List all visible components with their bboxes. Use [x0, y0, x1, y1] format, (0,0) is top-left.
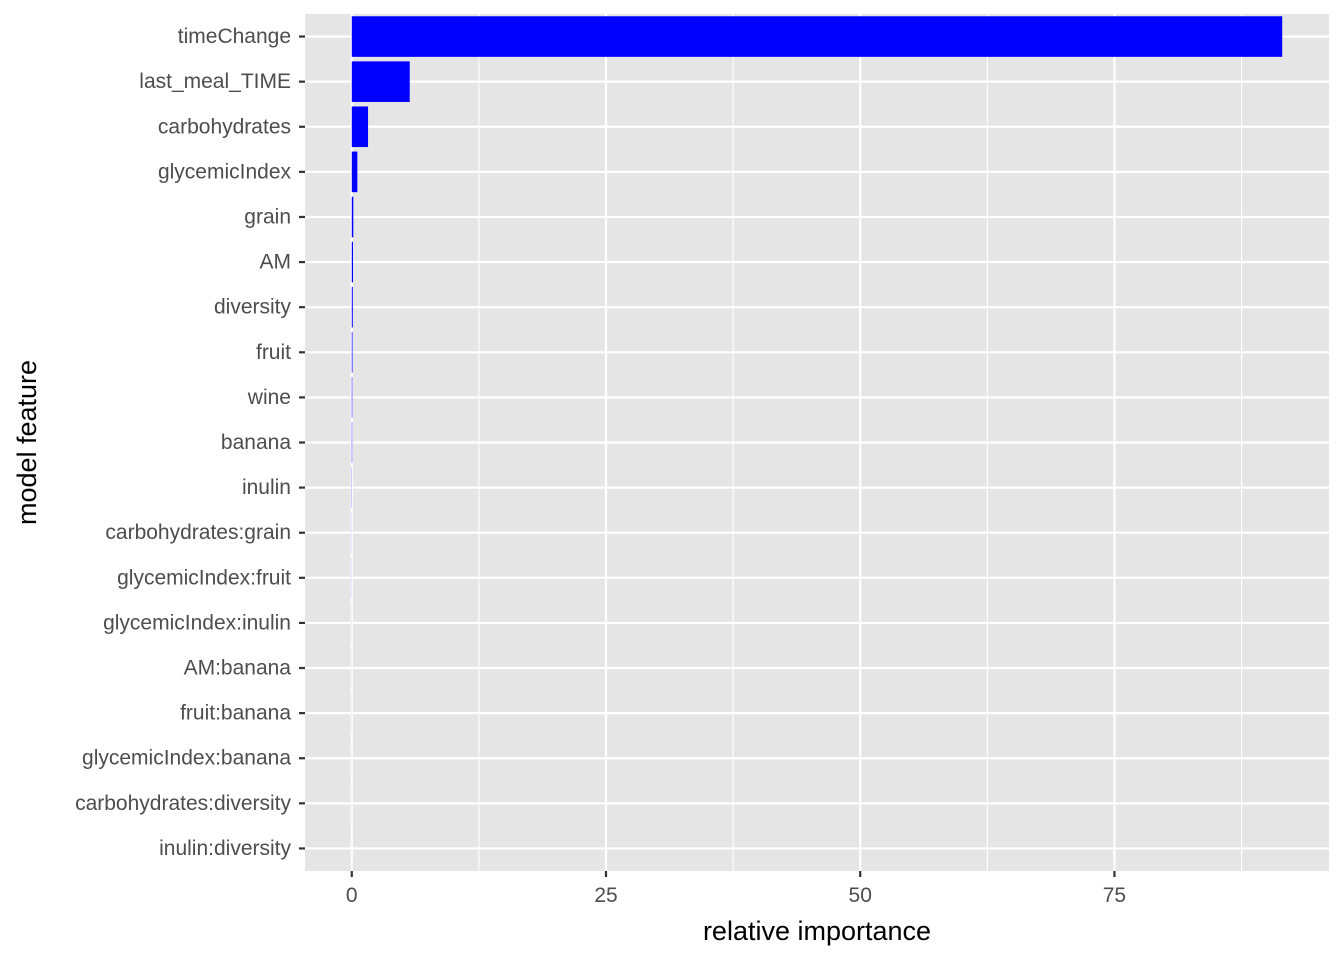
bar [351, 151, 358, 193]
x-tick-label: 25 [594, 884, 617, 907]
bar [351, 61, 410, 102]
y-tick-label: glycemicIndex:inulin [103, 611, 291, 634]
bar [351, 196, 354, 238]
bar [351, 241, 353, 283]
x-tick-label: 0 [346, 884, 358, 907]
x-axis: 0 25 50 75 [346, 871, 1126, 907]
y-tick-label: glycemicIndex:banana [82, 747, 291, 770]
y-tick-label: inulin [242, 476, 291, 499]
x-axis-title: relative importance [703, 916, 931, 946]
y-tick-label: AM:banana [184, 657, 292, 680]
bars [351, 16, 1283, 869]
y-tick-label: wine [247, 386, 291, 409]
bar [351, 286, 353, 328]
y-tick-label: diversity [214, 296, 292, 319]
y-axis-title: model feature [12, 360, 42, 525]
y-tick-label: fruit [256, 341, 291, 364]
y-tick-label: grain [244, 205, 291, 228]
y-tick-label: glycemicIndex [158, 160, 292, 183]
x-tick-label: 50 [849, 884, 872, 907]
y-tick-label: timeChange [178, 25, 291, 48]
y-tick-label: carbohydrates:grain [105, 521, 291, 544]
y-tick-label: carbohydrates [158, 115, 291, 138]
y-tick-label: glycemicIndex:fruit [117, 566, 291, 589]
y-tick-label: carbohydrates:diversity [75, 792, 291, 815]
y-tick-label: fruit:banana [180, 702, 291, 725]
bar [351, 331, 353, 373]
y-tick-label: inulin:diversity [159, 837, 291, 860]
y-tick-label: last_meal_TIME [139, 70, 291, 93]
y-tick-label: AM [260, 251, 292, 274]
bar [351, 16, 1283, 57]
y-axis: timeChange last_meal_TIME carbohydrates gly… [75, 25, 305, 860]
y-tick-label: banana [221, 431, 291, 454]
bar [351, 377, 353, 418]
x-tick-label: 75 [1103, 884, 1126, 907]
bar [351, 106, 369, 148]
